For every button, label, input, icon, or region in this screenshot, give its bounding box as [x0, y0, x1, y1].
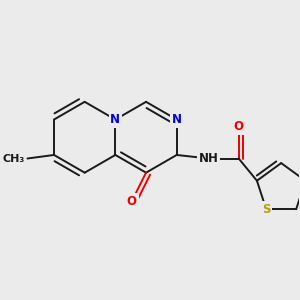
- Text: NH: NH: [199, 152, 218, 165]
- Text: N: N: [110, 113, 120, 126]
- Text: O: O: [127, 194, 137, 208]
- Text: N: N: [172, 113, 182, 126]
- Text: S: S: [262, 203, 270, 216]
- Text: O: O: [234, 120, 244, 133]
- Text: CH₃: CH₃: [2, 154, 25, 164]
